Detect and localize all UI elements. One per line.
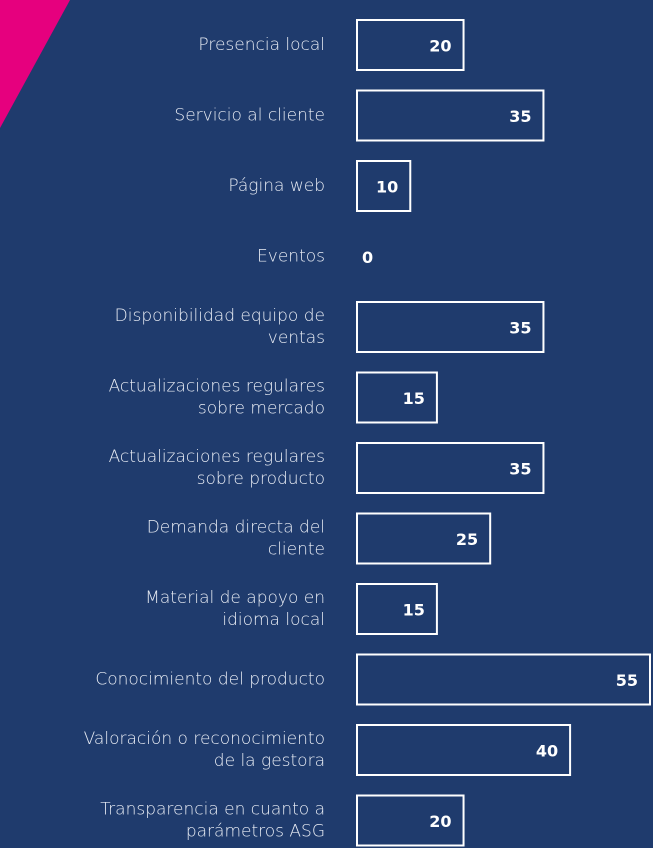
category-label: parámetros ASG: [186, 822, 325, 842]
category-label: Material de apoyo en: [145, 588, 325, 608]
bar: [356, 371, 438, 424]
category-label: Actualizaciones regulares: [109, 377, 325, 397]
category-label: Transparencia en cuanto a: [100, 800, 325, 820]
category-label: Eventos: [257, 247, 325, 267]
category-label: sobre producto: [197, 469, 325, 489]
bar: [356, 442, 545, 494]
category-label: Disponibilidad equipo de: [115, 306, 325, 326]
decor-triangle: [0, 0, 70, 128]
bar: [356, 583, 438, 635]
value-label: 15: [403, 389, 425, 408]
category-label: Valoración o reconocimiento: [84, 729, 325, 749]
category-label: Servicio al cliente: [174, 106, 325, 126]
bar: [356, 160, 412, 212]
category-label: ventas: [268, 328, 325, 348]
bar: [356, 301, 545, 353]
category-label: Página web: [228, 176, 325, 196]
value-label: 15: [403, 601, 425, 620]
bar: [356, 794, 465, 847]
category-label: sobre mercado: [198, 399, 325, 419]
value-label: 25: [456, 530, 478, 549]
bar: [356, 653, 651, 706]
bar: [356, 512, 492, 565]
bar: [356, 724, 572, 776]
category-label: idioma local: [222, 610, 325, 630]
value-label: 20: [429, 812, 451, 831]
category-label: Presencia local: [198, 35, 325, 55]
value-label: 10: [376, 178, 398, 197]
bar: [356, 19, 465, 71]
value-label: 35: [509, 460, 531, 479]
value-label: 0: [362, 248, 373, 267]
category-label: Actualizaciones regulares: [109, 447, 325, 467]
value-label: 55: [616, 671, 638, 690]
value-label: 20: [429, 37, 451, 56]
category-label: de la gestora: [214, 751, 325, 771]
value-label: 35: [509, 319, 531, 338]
value-label: 40: [536, 742, 558, 761]
bar: [356, 89, 545, 142]
category-label: Demanda directa del: [147, 518, 325, 538]
category-label: Conocimiento del producto: [95, 670, 325, 690]
value-label: 35: [509, 107, 531, 126]
category-label: cliente: [268, 540, 325, 560]
